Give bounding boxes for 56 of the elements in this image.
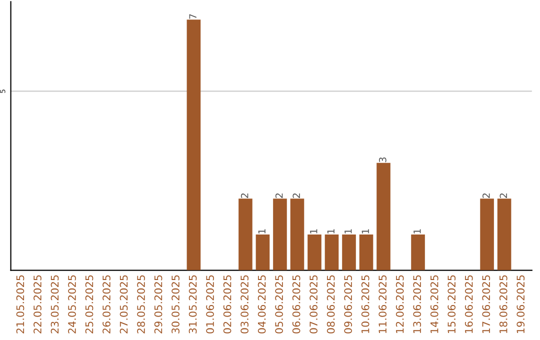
x-tick-label: 31.05.2025 xyxy=(188,275,197,334)
x-tick-label: 11.06.2025 xyxy=(378,275,387,333)
x-tick-label: 23.05.2025 xyxy=(50,275,59,334)
data-label: 2 xyxy=(500,193,507,198)
bar xyxy=(238,198,252,270)
x-tick-label: 04.06.2025 xyxy=(258,275,266,334)
x-tick-label: 09.06.2025 xyxy=(344,275,352,334)
bar xyxy=(273,198,287,270)
x-tick-label: 28.05.2025 xyxy=(137,275,145,334)
bar xyxy=(497,198,512,270)
x-tick-label: 12.06.2025 xyxy=(396,275,404,333)
bar xyxy=(256,234,270,270)
bar xyxy=(376,162,390,270)
x-tick-label: 19.06.2025 xyxy=(516,275,525,333)
data-label: 1 xyxy=(362,229,369,234)
bar xyxy=(308,234,322,270)
data-label: 2 xyxy=(482,193,490,198)
data-label: 1 xyxy=(327,229,334,234)
data-label: 2 xyxy=(240,193,248,198)
x-tick-label: 18.06.2025 xyxy=(499,275,508,333)
x-tick-label: 01.06.2025 xyxy=(206,275,214,334)
x-tick-label: 05.06.2025 xyxy=(275,275,283,334)
bar xyxy=(290,198,304,270)
x-tick-label: 14.06.2025 xyxy=(430,275,438,333)
x-tick-label: 16.06.2025 xyxy=(464,275,473,333)
x-tick-label: 24.05.2025 xyxy=(68,275,76,334)
x-tick-label: 25.05.2025 xyxy=(85,275,94,334)
x-tick-label: 22.05.2025 xyxy=(34,275,42,334)
x-tick-label: 27.05.2025 xyxy=(120,275,128,334)
x-tick-label: 08.06.2025 xyxy=(326,275,335,334)
data-label: 1 xyxy=(414,229,421,234)
bar xyxy=(324,234,339,270)
x-tick-label: 06.06.2025 xyxy=(292,275,300,334)
data-label: 1 xyxy=(258,229,266,234)
bar xyxy=(411,234,425,270)
data-label: 2 xyxy=(275,193,283,198)
x-tick-label: 30.05.2025 xyxy=(172,275,180,334)
data-label: 1 xyxy=(310,229,318,234)
x-tick-label: 15.06.2025 xyxy=(448,275,456,333)
x-tick-label: 07.06.2025 xyxy=(310,275,318,334)
x-tick-label: 03.06.2025 xyxy=(240,275,248,334)
x-tick-label: 17.06.2025 xyxy=(482,275,490,333)
data-label: 2 xyxy=(292,193,300,198)
data-label: 7 xyxy=(189,14,196,19)
x-tick-label: 21.05.2025 xyxy=(16,275,24,334)
x-tick-label: 29.05.2025 xyxy=(154,275,162,334)
bar xyxy=(342,234,356,270)
bar xyxy=(186,20,201,270)
bar xyxy=(359,234,374,270)
data-label: 1 xyxy=(344,229,352,234)
x-tick-label: 10.06.2025 xyxy=(361,275,370,333)
bar xyxy=(480,198,494,270)
x-tick-label: 26.05.2025 xyxy=(102,275,110,334)
x-tick-label: 13.06.2025 xyxy=(413,275,422,333)
x-tick-label: 02.06.2025 xyxy=(223,275,232,334)
data-label: 3 xyxy=(378,157,386,162)
